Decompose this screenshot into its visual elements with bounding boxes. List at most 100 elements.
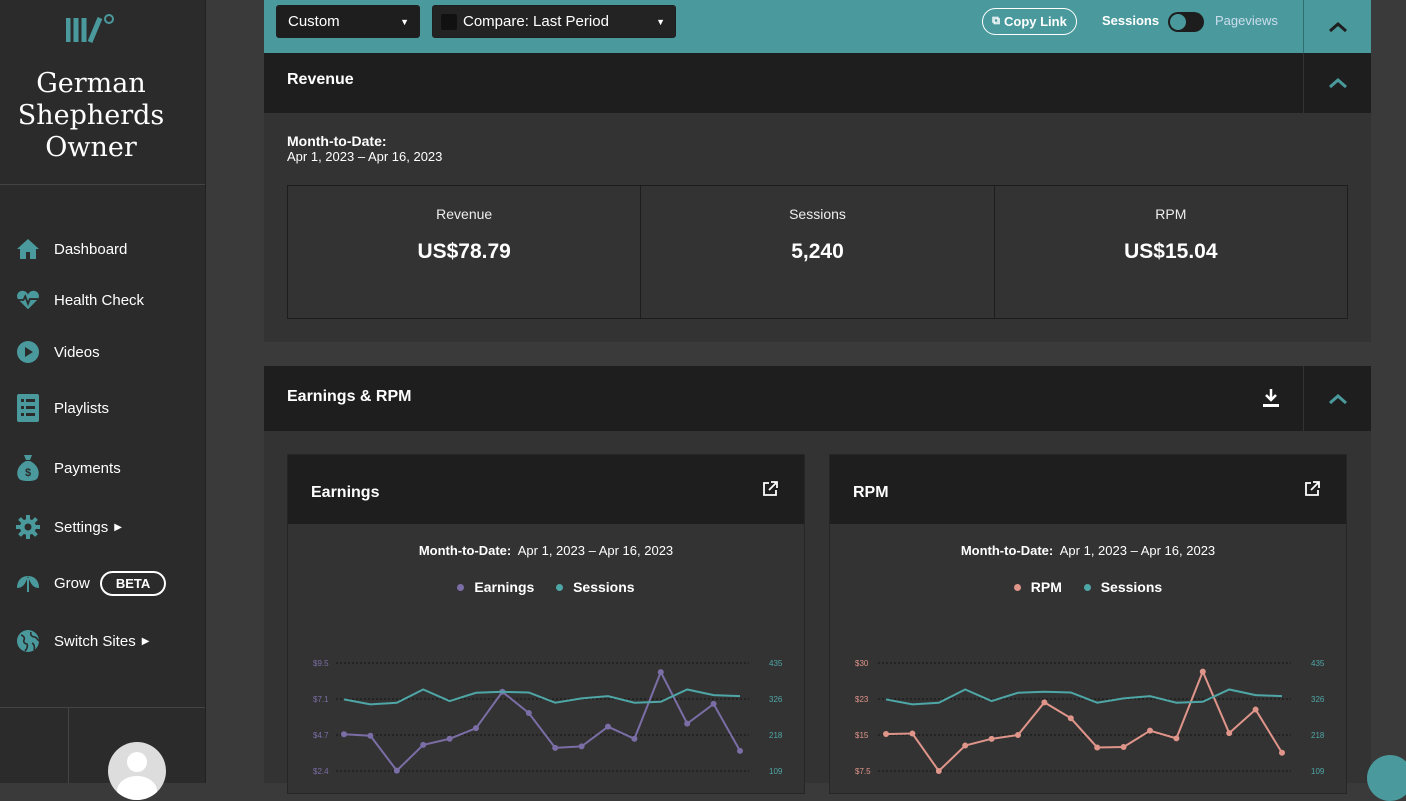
data-point[interactable] bbox=[1173, 735, 1180, 742]
data-point[interactable] bbox=[631, 735, 638, 742]
y-left-tick-label: $23 bbox=[855, 695, 869, 704]
data-point[interactable] bbox=[909, 730, 916, 737]
chart-period-range: Apr 1, 2023 – Apr 16, 2023 bbox=[1059, 543, 1216, 558]
beta-badge: BETA bbox=[99, 571, 167, 596]
y-left-tick-label: $7.1 bbox=[313, 695, 329, 704]
y-left-tick-label: $2.4 bbox=[313, 767, 329, 776]
chevron-up-icon bbox=[1329, 21, 1347, 32]
data-point[interactable] bbox=[525, 710, 532, 717]
data-point[interactable] bbox=[367, 732, 374, 739]
data-point[interactable] bbox=[1199, 668, 1206, 675]
y-right-tick-label: 435 bbox=[1311, 659, 1325, 668]
data-point[interactable] bbox=[1252, 706, 1259, 713]
data-point[interactable] bbox=[1094, 744, 1101, 751]
data-point[interactable] bbox=[1041, 699, 1048, 706]
data-point[interactable] bbox=[1015, 732, 1021, 738]
y-right-tick-label: 218 bbox=[769, 731, 783, 740]
download-icon[interactable] bbox=[1262, 388, 1280, 408]
avatar[interactable] bbox=[108, 742, 166, 800]
revenue-collapse-button[interactable] bbox=[1303, 53, 1371, 113]
data-point[interactable] bbox=[1067, 715, 1074, 722]
earnings-line-chart: $9.5 435 $7.1 326 $4.7 218 $2.4 109 bbox=[313, 659, 783, 776]
stat-rpm: RPM US$15.04 bbox=[995, 186, 1347, 318]
y-right-tick-label: 218 bbox=[1311, 731, 1325, 740]
copy-link-button[interactable]: ⧉ Copy Link bbox=[982, 8, 1077, 35]
sidebar-item-switch-sites[interactable]: Switch Sites ▶ bbox=[16, 629, 149, 653]
legend-dot-rpm bbox=[1013, 584, 1021, 591]
revenue-panel-header: Revenue bbox=[264, 53, 1371, 113]
data-point[interactable] bbox=[473, 725, 479, 732]
sidebar-divider bbox=[0, 184, 205, 185]
data-point[interactable] bbox=[552, 744, 559, 751]
data-point[interactable] bbox=[446, 735, 453, 742]
filter-bar: Custom ▼ Compare: Last Period ▼ ⧉ Copy L… bbox=[264, 0, 1371, 53]
help-chat-button[interactable] bbox=[1367, 755, 1406, 801]
card-header: RPM bbox=[830, 455, 1346, 524]
y-left-tick-label: $15 bbox=[855, 731, 869, 740]
chart-legend: Earnings Sessions bbox=[288, 579, 804, 595]
data-point[interactable] bbox=[578, 743, 585, 750]
external-link-icon[interactable] bbox=[762, 481, 778, 497]
data-point[interactable] bbox=[393, 767, 400, 774]
date-range-value: Custom bbox=[288, 13, 340, 30]
sidebar-item-payments[interactable]: $ Payments bbox=[16, 455, 121, 481]
earnings-panel-header: Earnings & RPM bbox=[264, 366, 1371, 431]
legend-item-rpm[interactable]: RPM bbox=[1030, 579, 1062, 595]
data-point[interactable] bbox=[684, 720, 691, 727]
sidebar-item-health-check[interactable]: Health Check bbox=[16, 288, 144, 312]
stat-value: US$78.79 bbox=[417, 240, 511, 263]
data-point[interactable] bbox=[657, 669, 664, 676]
money-bag-icon: $ bbox=[16, 455, 40, 481]
data-point[interactable] bbox=[935, 768, 942, 774]
chevron-up-icon bbox=[1328, 393, 1347, 404]
legend-dot-earnings bbox=[457, 584, 465, 591]
data-point[interactable] bbox=[1120, 744, 1127, 750]
copy-link-label: Copy Link bbox=[1004, 14, 1067, 29]
period-range: Apr 1, 2023 – Apr 16, 2023 bbox=[287, 149, 443, 164]
sidebar-item-grow[interactable]: Grow BETA bbox=[16, 571, 167, 596]
filter-bar-collapse-button[interactable] bbox=[1303, 0, 1372, 53]
chart-period-label: Month-to-Date: bbox=[960, 543, 1054, 558]
data-point[interactable] bbox=[1279, 749, 1285, 756]
data-point[interactable] bbox=[962, 742, 969, 749]
data-point[interactable] bbox=[420, 741, 427, 748]
data-point[interactable] bbox=[341, 731, 347, 738]
sidebar-item-label: Payments bbox=[54, 459, 121, 477]
data-point[interactable] bbox=[737, 747, 743, 754]
brand-logo-icon[interactable] bbox=[66, 12, 116, 46]
heartbeat-icon bbox=[16, 288, 40, 312]
sidebar-item-dashboard[interactable]: Dashboard bbox=[16, 237, 127, 261]
data-point[interactable] bbox=[1147, 727, 1153, 734]
avatar-head bbox=[127, 752, 147, 772]
series-line-rpm bbox=[885, 669, 1283, 773]
data-point[interactable] bbox=[883, 731, 889, 738]
sidebar-item-label: Dashboard bbox=[54, 240, 128, 258]
data-point[interactable] bbox=[1226, 730, 1233, 737]
sidebar-item-settings[interactable]: Settings ▶ bbox=[16, 515, 122, 539]
site-name: German Shepherds Owner bbox=[17, 68, 165, 163]
legend-item-sessions[interactable]: Sessions bbox=[1100, 579, 1163, 595]
sessions-pageviews-toggle[interactable] bbox=[1168, 12, 1204, 32]
revenue-panel-title: Revenue bbox=[287, 71, 354, 88]
sidebar-item-playlists[interactable]: Playlists bbox=[16, 394, 109, 422]
series-line-sessions bbox=[343, 688, 741, 706]
chart-subtitle: Month-to-Date: Apr 1, 2023 – Apr 16, 202… bbox=[830, 543, 1346, 558]
dropdown-arrow-icon: ▼ bbox=[656, 16, 665, 27]
date-range-select[interactable]: Custom ▼ bbox=[276, 5, 420, 38]
earnings-collapse-button[interactable] bbox=[1303, 366, 1371, 431]
legend-item-earnings[interactable]: Earnings bbox=[474, 579, 535, 595]
external-link-icon[interactable] bbox=[1304, 481, 1320, 497]
compare-select[interactable]: Compare: Last Period ▼ bbox=[432, 5, 676, 38]
y-right-tick-label: 109 bbox=[1311, 767, 1325, 776]
stat-sessions: Sessions 5,240 bbox=[641, 186, 995, 318]
copy-icon: ⧉ bbox=[992, 15, 1000, 27]
card-header: Earnings bbox=[288, 455, 804, 524]
y-right-tick-label: 326 bbox=[769, 695, 783, 704]
sidebar-divider bbox=[68, 708, 69, 783]
data-point[interactable] bbox=[988, 735, 995, 742]
sidebar-item-videos[interactable]: Videos bbox=[16, 340, 100, 364]
data-point[interactable] bbox=[710, 700, 717, 707]
data-point[interactable] bbox=[605, 723, 611, 730]
stat-label: Sessions bbox=[789, 206, 846, 222]
legend-item-sessions[interactable]: Sessions bbox=[573, 579, 635, 595]
